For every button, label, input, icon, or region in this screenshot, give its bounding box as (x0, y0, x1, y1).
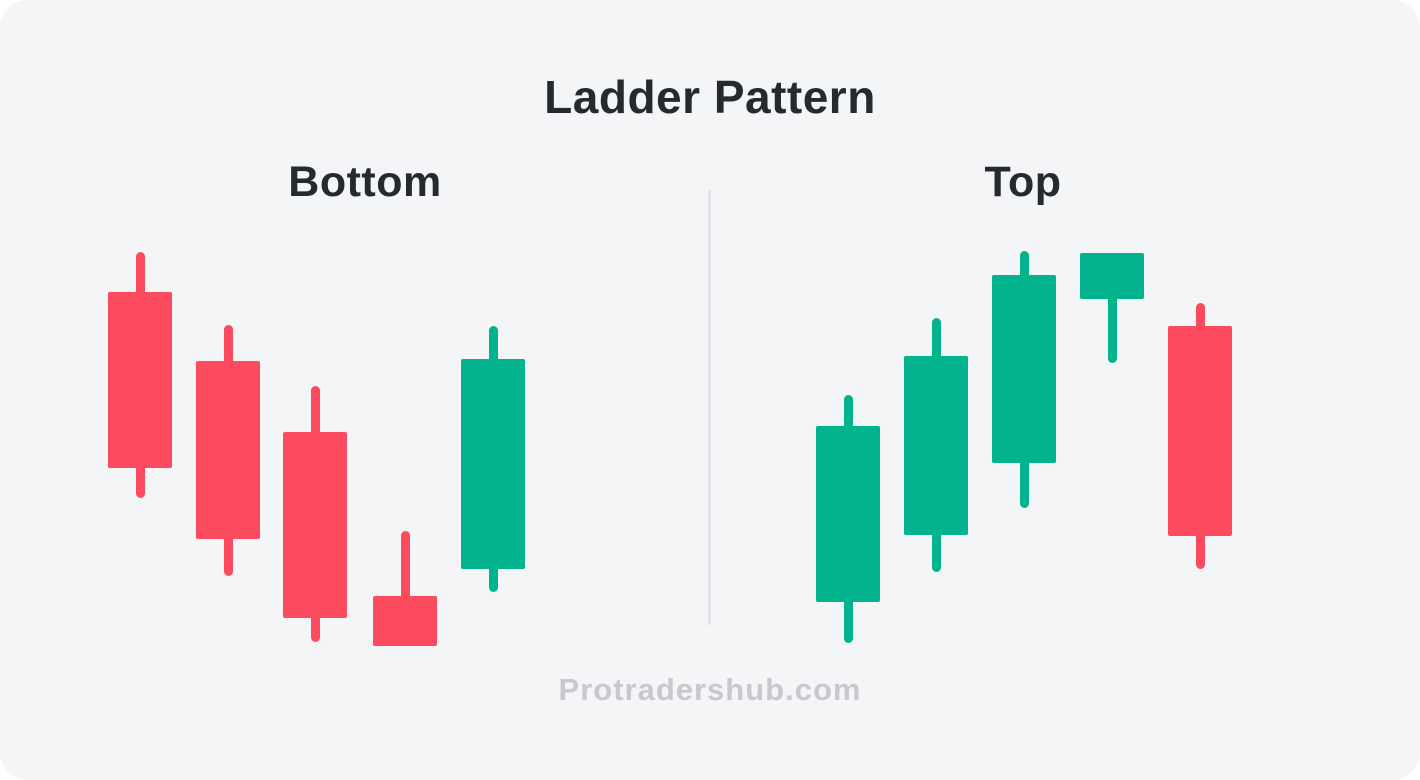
watermark-text: Protradershub.com (558, 672, 862, 707)
candle-body-bearish (283, 432, 347, 618)
candle-body-bullish (904, 356, 968, 535)
candle-body-bearish (108, 292, 172, 468)
section-divider (708, 190, 711, 625)
candle-body-bearish (373, 596, 437, 646)
candle-body-bearish (1168, 326, 1232, 536)
candle-wick (1107, 253, 1117, 363)
page-title: Ladder Pattern (544, 71, 876, 123)
section-label-top: Top (984, 158, 1062, 206)
candle-body-bullish (816, 426, 880, 602)
candle-body-bullish (1080, 253, 1144, 299)
candle-body-bullish (992, 275, 1056, 463)
candle-wick (400, 531, 410, 646)
candle-body-bearish (196, 361, 260, 539)
section-label-bottom: Bottom (288, 158, 442, 206)
candle-body-bullish (461, 359, 525, 569)
